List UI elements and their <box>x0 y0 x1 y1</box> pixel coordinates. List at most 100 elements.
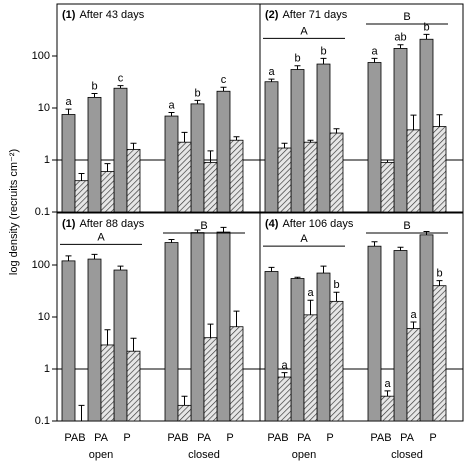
bar <box>74 180 89 213</box>
significance-letter: a <box>168 99 175 111</box>
bar <box>329 132 344 213</box>
significance-letter: b <box>333 279 339 291</box>
error-bar <box>397 44 404 49</box>
error-bar <box>117 265 124 271</box>
y-tick-label: 100 <box>32 50 50 62</box>
bar <box>61 260 76 422</box>
error-bar <box>181 395 188 406</box>
bar <box>113 87 128 213</box>
error-bar <box>384 390 391 397</box>
x-tick-label: P <box>226 432 233 444</box>
y-tick-label: 0.1 <box>35 206 50 218</box>
bar <box>367 245 382 422</box>
panel-title-text: After 106 days <box>282 218 353 230</box>
y-tick-label: 1 <box>44 154 50 166</box>
bar <box>126 350 141 422</box>
bar <box>216 90 231 213</box>
bar <box>432 126 447 213</box>
error-bar <box>307 139 314 143</box>
y-tick-label: 0.1 <box>35 415 50 427</box>
x-tick-label: PAB <box>370 432 391 444</box>
bar <box>126 148 141 213</box>
error-bar <box>410 321 417 329</box>
x-tick-label: PAB <box>64 432 85 444</box>
x-tick-label: PA <box>197 432 212 444</box>
y-tick-label: 10 <box>38 102 50 114</box>
x-tick-label: P <box>429 432 436 444</box>
bar <box>419 234 434 422</box>
significance-letter: b <box>194 87 200 99</box>
panel-label: (1) <box>62 218 76 230</box>
bar <box>264 81 279 213</box>
bar <box>290 278 305 422</box>
error-bar <box>410 114 417 130</box>
error-bar <box>207 323 214 338</box>
bar <box>316 272 331 422</box>
error-bar <box>181 131 188 143</box>
error-bar <box>104 329 111 345</box>
x-tick-label: PAB <box>267 432 288 444</box>
error-bar <box>384 159 391 163</box>
panel-title: (4) After 106 days <box>265 218 354 230</box>
error-bar <box>371 57 378 63</box>
error-bar <box>194 99 201 104</box>
bracket-label: B <box>403 11 410 23</box>
panel-title-text: After 43 days <box>79 9 144 21</box>
y-tick-label: 1 <box>44 363 50 375</box>
error-bar <box>91 253 98 260</box>
bar <box>277 376 292 422</box>
bar <box>100 344 115 422</box>
error-bar <box>423 33 430 40</box>
bar <box>380 395 395 422</box>
bar <box>113 269 128 422</box>
bracket-label: A <box>300 25 308 37</box>
bar <box>87 258 102 422</box>
error-bar <box>168 111 175 117</box>
bar <box>229 326 244 422</box>
error-bar <box>130 337 137 352</box>
error-bar <box>207 150 214 163</box>
error-bar <box>65 108 72 115</box>
bracket-label: A <box>300 233 308 245</box>
bracket-label: A <box>97 231 105 243</box>
bar <box>190 103 205 213</box>
bar <box>329 300 344 422</box>
significance-letter: a <box>65 96 72 108</box>
bar <box>419 38 434 213</box>
error-bar <box>65 255 72 261</box>
error-bar <box>104 163 111 172</box>
y-tick-label: 100 <box>32 259 50 271</box>
error-bar <box>320 57 327 65</box>
error-bar <box>233 136 240 141</box>
significance-letter: a <box>307 287 314 299</box>
error-bar <box>320 265 327 274</box>
error-bar <box>294 65 301 70</box>
bar <box>203 161 218 213</box>
error-bar <box>194 229 201 233</box>
error-bar <box>397 246 404 251</box>
error-bar <box>281 372 288 378</box>
bar <box>290 69 305 213</box>
bracket-label: B <box>200 220 207 232</box>
error-bar <box>333 128 340 134</box>
bar <box>87 96 102 213</box>
x-tick-label: P <box>123 432 130 444</box>
error-bar <box>333 291 340 302</box>
significance-letter: b <box>423 21 429 33</box>
bar <box>164 242 179 422</box>
y-axis-label: log density (recruits cm⁻²) <box>8 149 20 275</box>
error-bar <box>220 86 227 92</box>
bar <box>406 328 421 422</box>
significance-letter: a <box>410 309 417 321</box>
bar <box>316 63 331 213</box>
bar <box>216 231 231 422</box>
error-bar <box>220 226 227 233</box>
bar <box>406 129 421 213</box>
significance-letter: b <box>91 80 97 92</box>
panel-title-text: After 71 days <box>282 9 347 21</box>
panel-frame <box>259 3 464 213</box>
bar <box>61 114 76 213</box>
bar <box>177 141 192 213</box>
error-bar <box>294 276 301 279</box>
bar <box>393 48 408 213</box>
